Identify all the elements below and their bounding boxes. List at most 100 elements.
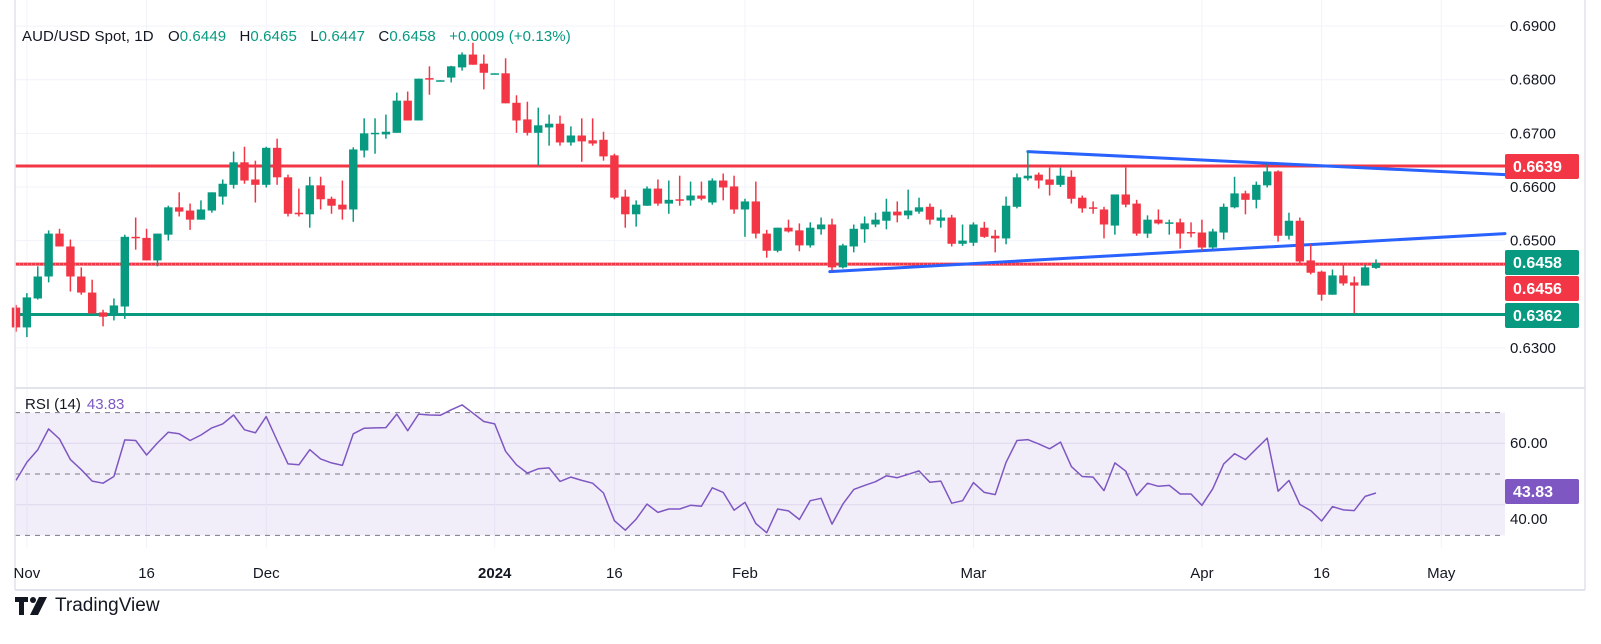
candle-up [1328, 275, 1337, 295]
candle-up [914, 207, 924, 212]
candle-down [588, 140, 597, 144]
candle-down [719, 180, 728, 188]
candle-up [1110, 194, 1120, 226]
candle-down [1186, 231, 1196, 234]
price-tag-last: 0.6458 [1505, 250, 1579, 275]
candle-up [436, 80, 445, 82]
candle-down [425, 78, 434, 80]
candlestick-series [11, 42, 1381, 338]
candle-down [338, 204, 347, 210]
candle-up [370, 132, 380, 135]
candle-down [523, 119, 532, 133]
candle-up [1219, 206, 1228, 233]
rsi-legend[interactable]: RSI (14) 43.83 [25, 396, 124, 413]
candle-up [164, 207, 173, 235]
candle-down [98, 312, 108, 317]
candle-down [893, 211, 902, 216]
candle-down [1295, 220, 1305, 262]
open-value: 0.6449 [179, 28, 227, 45]
candle-up [773, 227, 782, 251]
candle-up [207, 192, 217, 211]
rsi-tick-60: 60.00 [1510, 435, 1548, 452]
close-label: C [378, 28, 390, 45]
trendlines[interactable] [828, 150, 1507, 274]
candle-up [1252, 184, 1261, 200]
tradingview-logo-text: TradingView [55, 595, 160, 616]
candle-down [11, 307, 21, 328]
svg-text:0.6456: 0.6456 [1513, 281, 1562, 298]
candle-down [1154, 219, 1163, 224]
candle-up [414, 78, 423, 121]
candle-up [1263, 171, 1272, 186]
candle-up [631, 204, 641, 215]
time-axis[interactable]: Nov 16 Dec 2024 16 Feb Mar Apr 16 May [14, 565, 1456, 582]
rsi-line [15, 404, 1377, 534]
rsi-value-tag: 43.83 [1505, 479, 1579, 504]
rsi-axis[interactable]: 60.00 40.00 [1510, 435, 1548, 528]
candle-down [729, 186, 739, 210]
candle-up [849, 228, 858, 247]
candle-down [784, 227, 793, 232]
candle-down [131, 236, 140, 239]
price-tick-label: 0.6700 [1510, 125, 1556, 142]
symbol-title: AUD/USD Spot, 1D [22, 28, 154, 45]
candle-down [947, 217, 956, 244]
candle-down [577, 135, 586, 142]
candle-down [1339, 275, 1348, 284]
price-axis[interactable]: 0.6900 0.6800 0.6700 0.6600 0.6500 0.6300 [1510, 18, 1556, 357]
candle-up [22, 297, 32, 328]
trendline [828, 232, 1507, 274]
low-label: L [310, 28, 319, 45]
candle-down [479, 63, 489, 73]
candle-down [142, 237, 151, 261]
time-tick-label: 2024 [478, 565, 512, 582]
candle-up [1056, 175, 1065, 185]
candle-up [969, 224, 978, 243]
candle-up [229, 162, 238, 185]
candle-down [599, 139, 608, 157]
candle-up [642, 188, 652, 206]
price-tag-support: 0.6362 [1505, 303, 1579, 328]
price-tag-level: 0.6456 [1505, 276, 1579, 301]
candle-down [66, 246, 75, 277]
candle-down [1099, 209, 1109, 225]
candle-up [490, 73, 499, 75]
candle-down [1241, 193, 1250, 200]
candle-down [610, 155, 619, 198]
candle-up [457, 54, 467, 68]
symbol-legend[interactable]: AUD/USD Spot, 1D O0.6449 H0.6465 L0.6447… [22, 28, 580, 45]
candle-up [958, 240, 967, 244]
candle-up [686, 195, 695, 201]
candle-up [534, 125, 543, 133]
price-tick-label: 0.6600 [1510, 179, 1556, 196]
candle-down [827, 224, 837, 268]
candle-down [762, 233, 771, 251]
price-tick-label: 0.6900 [1510, 18, 1556, 35]
candle-up [359, 133, 369, 151]
candle-up [806, 227, 815, 246]
tradingview-logo[interactable]: TradingView [15, 595, 160, 617]
candle-up [120, 236, 129, 307]
candle-down [316, 185, 325, 200]
candle-up [566, 135, 576, 143]
candle-down [697, 195, 706, 199]
time-tick-label: Apr [1190, 565, 1213, 582]
candle-up [871, 219, 880, 225]
candle-down [468, 54, 478, 65]
candle-down [980, 227, 989, 237]
candle-down [512, 102, 521, 121]
candle-up [860, 223, 869, 230]
candle-down [795, 230, 804, 246]
candle-down [501, 73, 510, 104]
candle-down [294, 212, 304, 215]
candle-up [1284, 220, 1294, 236]
grid-lines [15, 0, 1505, 548]
svg-text:43.83: 43.83 [1513, 484, 1553, 501]
candle-down [1350, 282, 1359, 286]
candle-up [381, 131, 391, 135]
candle-down [621, 196, 630, 215]
change-value: +0.0009 (+0.13%) [449, 28, 571, 45]
tradingview-logo-icon [15, 597, 47, 615]
svg-text:0.6458: 0.6458 [1513, 255, 1562, 272]
